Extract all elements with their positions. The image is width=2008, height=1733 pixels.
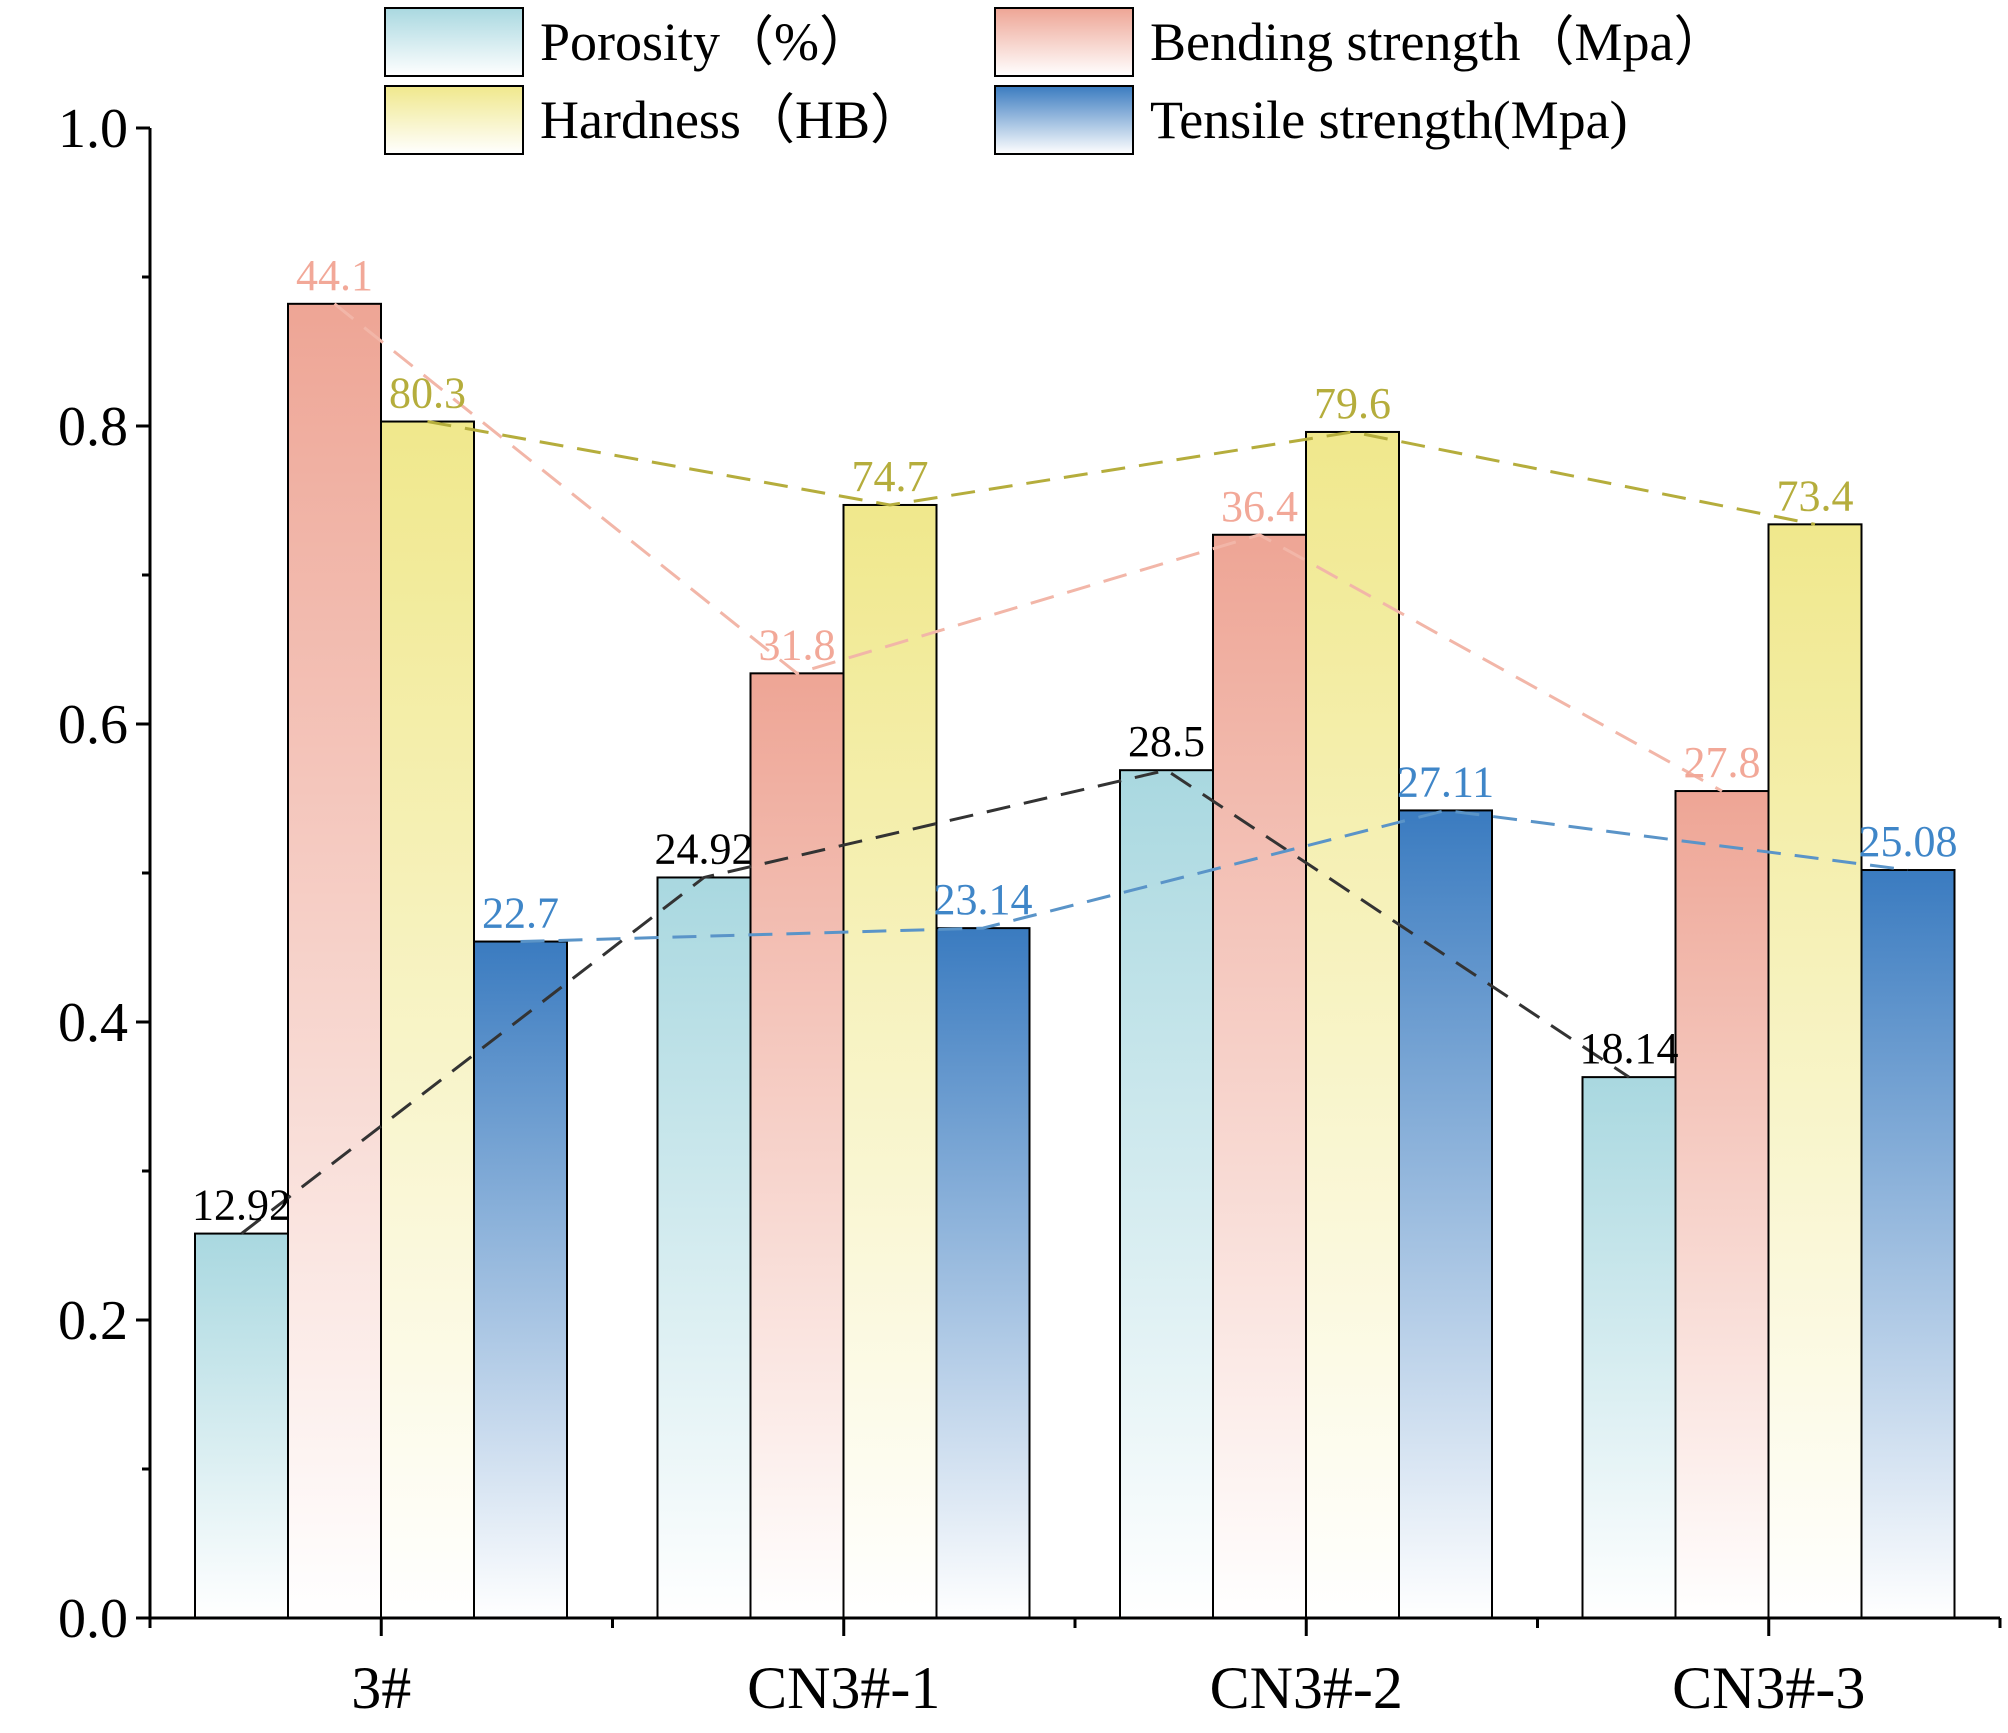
legend-swatch-porosity <box>384 7 524 77</box>
trend-line-bending-strength <box>333 302 1723 793</box>
legend-swatch-hardness <box>384 85 524 155</box>
y-tick-label: 0.6 <box>58 694 128 756</box>
bars-layer <box>194 302 1956 1620</box>
bar-porosity-2 <box>656 876 752 1619</box>
data-label-hardness-4: 73.4 <box>1777 471 1854 520</box>
trend-line-hardness <box>427 420 1816 526</box>
data-label-porosity-4: 18.14 <box>1580 1024 1679 1073</box>
data-label-tensile-strength-1: 22.7 <box>482 889 559 938</box>
legend-label-bending-strength: Bending strength（Mpa） <box>1150 12 1727 72</box>
data-label-bending-strength-1: 44.1 <box>296 251 373 300</box>
bar-tensile-strength-4 <box>1860 869 1956 1619</box>
data-label-hardness-2: 74.7 <box>852 452 929 501</box>
data-label-bending-strength-3: 36.4 <box>1221 482 1298 531</box>
data-labels-layer: 12.92 24.92 28.5 18.14 44.1 31.8 36.4 27.8 80.3 7… <box>192 251 1958 1230</box>
data-label-tensile-strength-4: 25.08 <box>1859 817 1958 866</box>
y-tick-label: 0.8 <box>58 396 128 458</box>
trend-lines-layer <box>240 302 1909 1235</box>
data-label-bending-strength-2: 31.8 <box>759 620 836 669</box>
data-label-porosity-2: 24.92 <box>655 824 754 873</box>
legend-label-porosity: Porosity（%） <box>540 12 873 72</box>
data-label-bending-strength-4: 27.8 <box>1684 738 1761 787</box>
bar-bending-strength-4 <box>1674 790 1770 1619</box>
data-label-porosity-1: 12.92 <box>192 1181 291 1230</box>
data-label-tensile-strength-3: 27.11 <box>1397 757 1494 806</box>
bar-bending-strength-2 <box>749 672 845 1619</box>
bar-tensile-strength-2 <box>935 927 1031 1619</box>
legend-swatch-tensile-strength <box>994 85 1134 155</box>
bar-bending-strength-1 <box>287 302 382 1620</box>
bar-porosity-3 <box>1119 769 1214 1619</box>
bar-tensile-strength-1 <box>473 940 568 1619</box>
y-tick-label: 0.0 <box>58 1588 128 1650</box>
bar-porosity-1 <box>194 1232 289 1619</box>
data-label-hardness-1: 80.3 <box>389 369 466 418</box>
data-label-porosity-3: 28.5 <box>1128 717 1205 766</box>
trend-line-tensile-strength <box>520 808 1909 944</box>
axes-layer: 0.0 0.2 0.4 0.6 0.8 1.0 3# CN3#-1 CN3#-2 CN3#-3 <box>58 98 2002 1721</box>
data-label-hardness-3: 79.6 <box>1314 379 1391 428</box>
x-category-label: 3# <box>351 1655 411 1721</box>
y-tick-label: 0.4 <box>58 992 128 1054</box>
data-label-tensile-strength-2: 23.14 <box>934 875 1033 924</box>
bar-tensile-strength-3 <box>1398 809 1493 1619</box>
bar-bending-strength-3 <box>1212 533 1307 1619</box>
y-tick-label: 0.2 <box>58 1290 128 1352</box>
x-category-label: CN3#-1 <box>747 1655 940 1721</box>
bar-hardness-4 <box>1767 523 1863 1620</box>
bar-hardness-2 <box>842 503 938 1620</box>
legend-label-hardness: Hardness（HB） <box>540 90 924 150</box>
bar-hardness-3 <box>1305 430 1400 1620</box>
legend-swatch-bending-strength <box>994 7 1134 77</box>
x-category-label: CN3#-3 <box>1672 1655 1865 1721</box>
x-category-label: CN3#-2 <box>1210 1655 1403 1721</box>
legend-label-tensile-strength: Tensile strength(Mpa) <box>1150 90 1628 150</box>
y-tick-label: 1.0 <box>58 98 128 160</box>
bar-hardness-1 <box>380 420 475 1619</box>
trend-line-porosity <box>240 768 1630 1235</box>
legend: Porosity（%） Bending strength（Mpa） Hardness… <box>384 7 1727 155</box>
bar-porosity-4 <box>1581 1076 1677 1619</box>
